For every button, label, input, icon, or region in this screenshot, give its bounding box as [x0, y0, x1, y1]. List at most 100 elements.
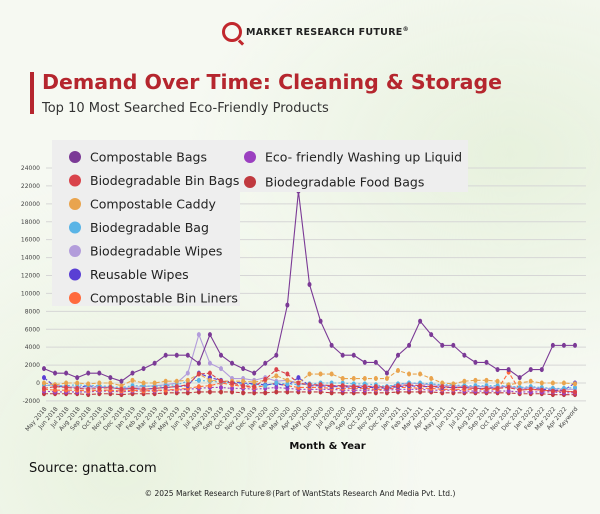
data-point — [185, 352, 190, 358]
data-point — [152, 380, 157, 386]
data-point — [152, 360, 157, 366]
data-point — [451, 381, 456, 387]
data-point — [241, 378, 246, 384]
data-point — [285, 377, 290, 383]
y-tick-label: 4000 — [25, 344, 40, 351]
data-point — [329, 371, 334, 377]
data-point — [573, 342, 577, 348]
data-point — [219, 366, 223, 372]
y-tick-label: 18000 — [21, 219, 40, 226]
legend-marker — [69, 198, 81, 210]
legend-marker — [69, 268, 81, 281]
data-point — [207, 389, 212, 395]
data-point — [86, 381, 91, 387]
legend-entry: Biodegradable Wipes — [90, 244, 222, 259]
data-point — [495, 378, 500, 384]
data-point — [484, 385, 489, 391]
data-point — [451, 384, 456, 390]
legend-entry: Compostable Bin Liners — [90, 291, 238, 306]
logo-magnifier-icon — [222, 22, 242, 42]
data-point — [418, 383, 423, 389]
data-point — [42, 366, 46, 372]
data-point — [119, 383, 124, 389]
data-point — [130, 377, 135, 383]
data-point — [196, 389, 201, 395]
legend-entry: Biodegradable Bag — [90, 220, 209, 235]
data-point — [75, 375, 80, 381]
data-point — [506, 384, 511, 390]
data-point — [241, 366, 246, 372]
legend-entry: Reusable Wipes — [90, 267, 189, 282]
data-point — [296, 375, 301, 381]
data-point — [53, 387, 58, 393]
data-point — [396, 352, 400, 358]
data-point — [207, 360, 212, 366]
data-point — [108, 380, 113, 386]
data-point — [396, 367, 400, 373]
data-point — [274, 352, 279, 358]
data-point — [451, 342, 456, 348]
data-point — [429, 376, 434, 382]
y-tick-label: 22000 — [21, 183, 40, 190]
data-point — [429, 332, 434, 338]
data-point — [185, 382, 190, 388]
y-tick-label: 2000 — [25, 362, 40, 369]
data-point — [252, 384, 257, 390]
data-point — [274, 389, 279, 395]
data-point — [119, 386, 124, 392]
data-point — [462, 378, 467, 384]
data-point — [528, 378, 533, 384]
data-point — [141, 386, 146, 392]
data-point — [517, 380, 522, 386]
data-point — [418, 371, 423, 377]
data-point — [373, 376, 378, 382]
data-point — [86, 370, 91, 376]
data-point — [418, 318, 423, 324]
data-point — [196, 371, 201, 377]
data-point — [285, 302, 290, 308]
data-point — [473, 359, 478, 365]
legend-entry: Eco- friendly Washing up Liquid — [265, 150, 462, 165]
data-point — [75, 380, 80, 386]
y-tick-label: -2000 — [23, 398, 41, 405]
y-tick-label: 0 — [36, 380, 40, 387]
data-point — [473, 385, 478, 391]
data-point — [307, 281, 312, 287]
data-point — [219, 378, 223, 384]
y-tick-label: 6000 — [25, 326, 40, 333]
data-point — [230, 360, 235, 366]
data-point — [484, 359, 489, 365]
data-point — [196, 384, 201, 390]
data-point — [373, 384, 378, 390]
data-point — [252, 390, 257, 396]
data-point — [230, 389, 235, 395]
data-point — [119, 378, 124, 384]
legend-entry: Biodegradable Bin Bags — [90, 173, 239, 188]
data-point — [285, 389, 290, 395]
data-point — [296, 380, 301, 386]
data-point — [329, 342, 334, 348]
data-point — [473, 377, 478, 383]
data-point — [97, 385, 102, 391]
data-point — [274, 373, 279, 379]
data-point — [550, 380, 555, 386]
data-point — [351, 352, 356, 358]
legend-marker — [244, 151, 256, 163]
source-text: Source: gnatta.com — [29, 461, 157, 476]
data-point — [462, 384, 467, 390]
legend-marker — [69, 245, 81, 257]
y-tick-label: 12000 — [21, 273, 40, 280]
data-point — [252, 379, 257, 385]
data-point — [42, 375, 46, 381]
data-point — [384, 384, 389, 390]
data-point — [318, 382, 323, 388]
data-point — [185, 377, 190, 383]
page-subtitle: Top 10 Most Searched Eco-Friendly Produc… — [42, 101, 329, 116]
data-point — [130, 370, 135, 376]
data-point — [263, 390, 268, 396]
data-point — [230, 380, 235, 386]
legend-marker — [69, 292, 81, 304]
data-point — [373, 359, 378, 365]
data-point — [97, 380, 102, 386]
data-point — [573, 384, 577, 390]
